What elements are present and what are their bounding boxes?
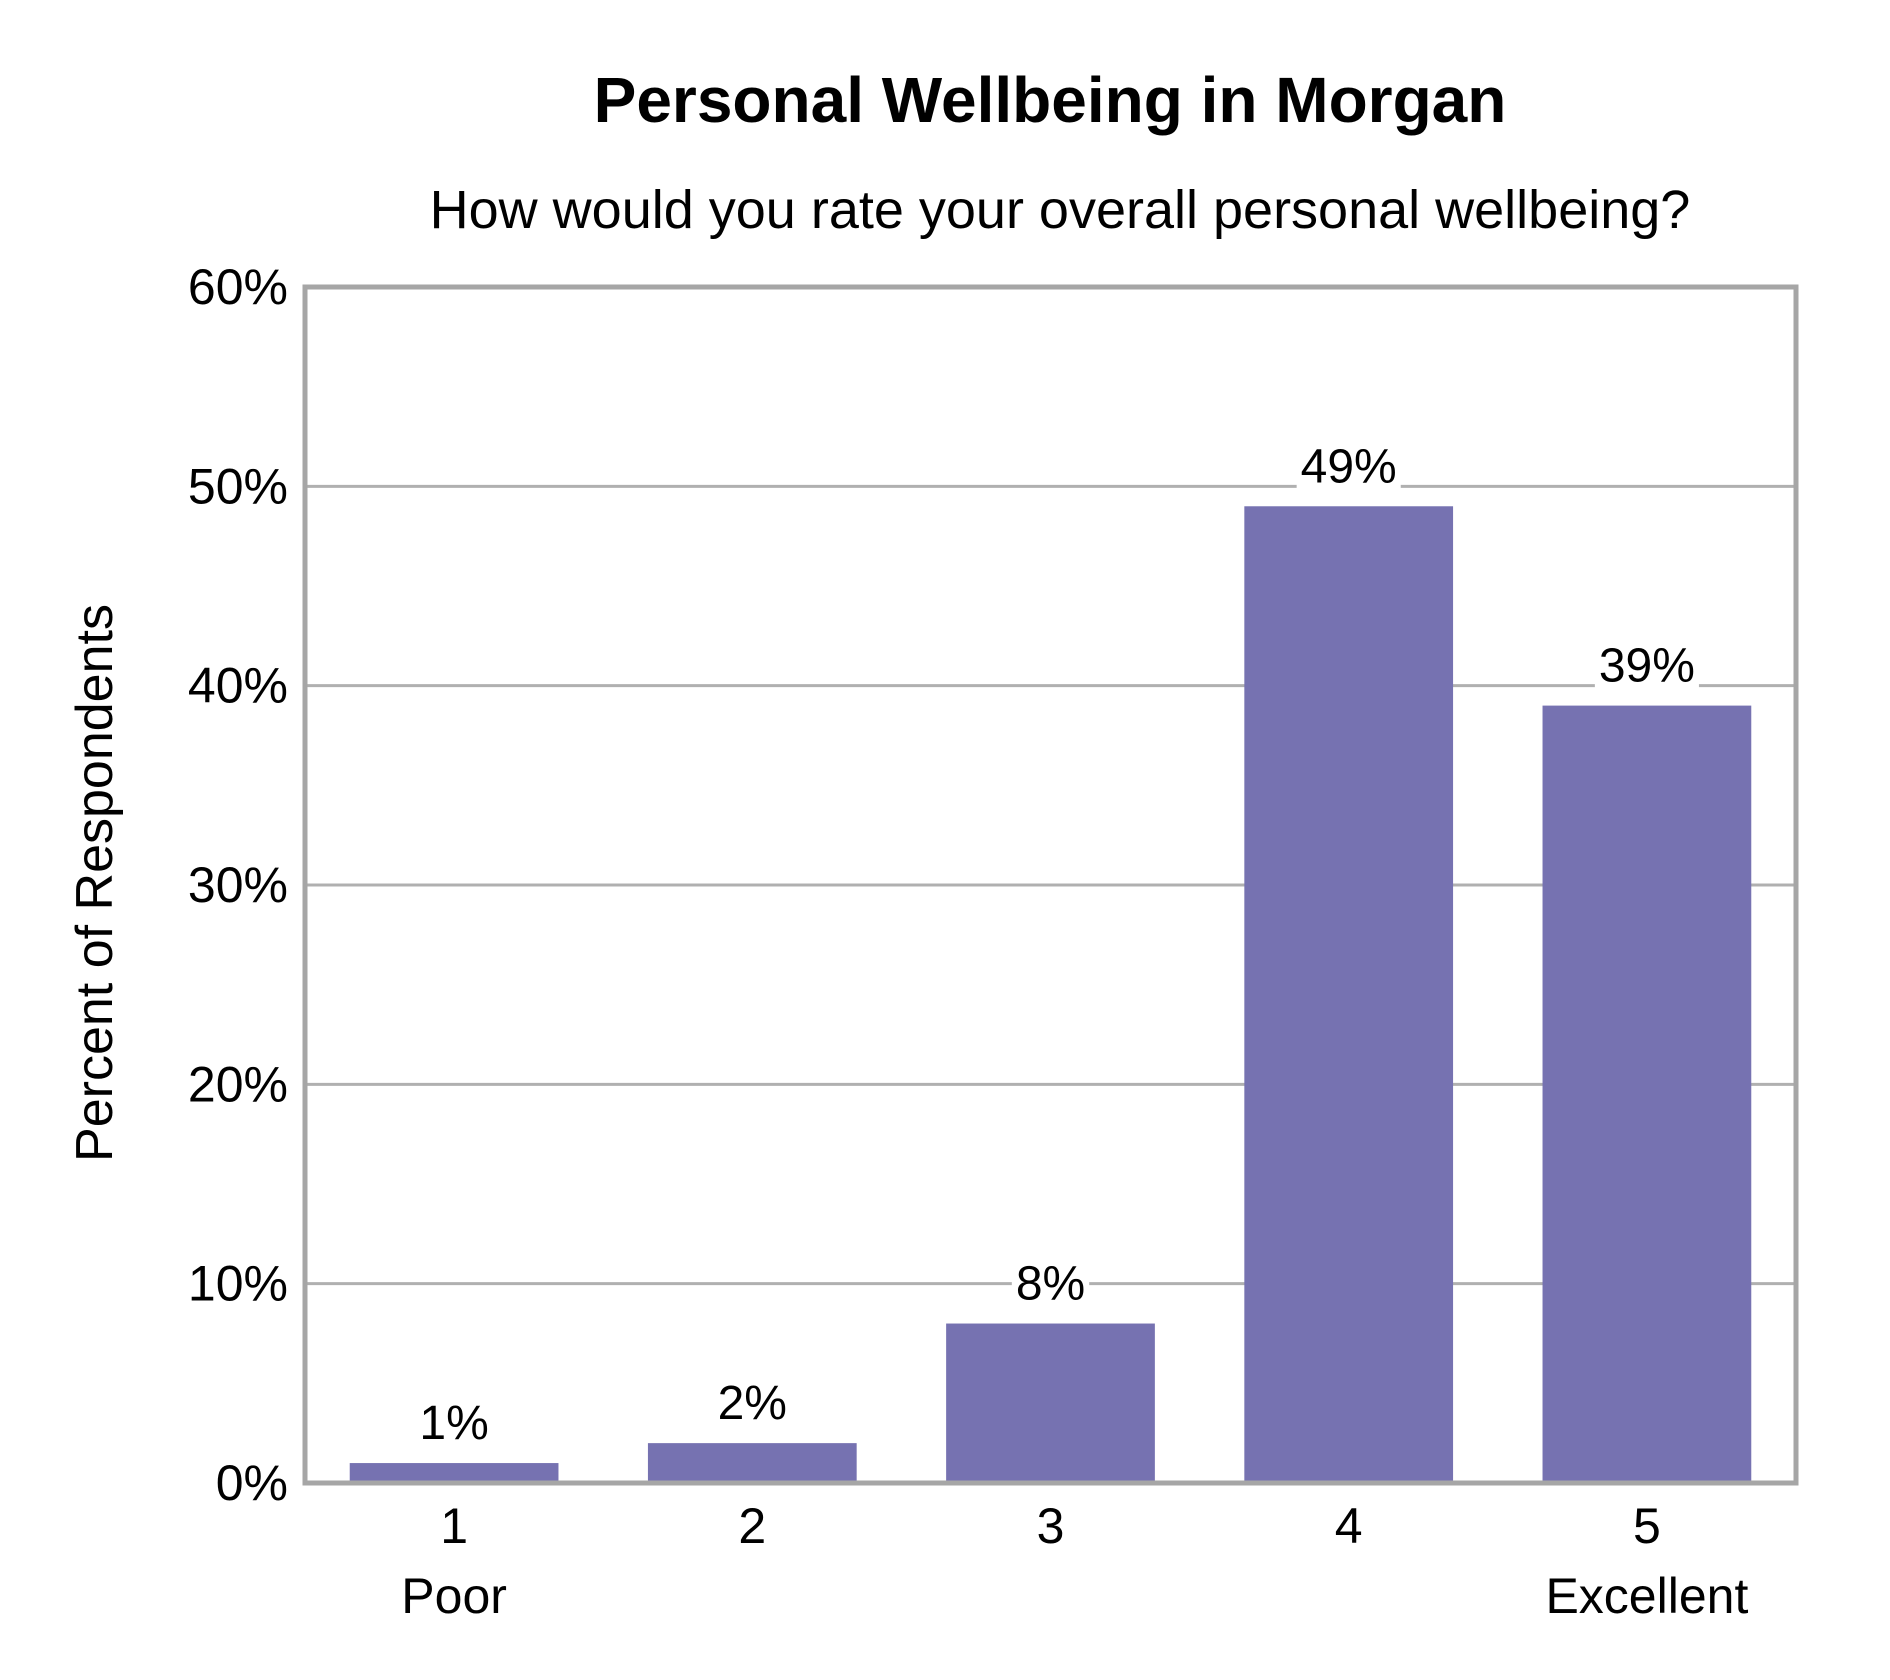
data-label-background <box>1011 1255 1090 1313</box>
y-tick-label: 20% <box>188 1056 288 1112</box>
x-axis-ticks: 1 Poor 2 3 4 5 Excellent <box>401 1498 1748 1624</box>
y-axis-label: Percent of Respondents <box>66 604 124 1162</box>
y-tick-label: 40% <box>188 658 288 714</box>
data-label: 2% <box>718 1377 787 1430</box>
data-label-background <box>1296 438 1401 496</box>
x-tick-label: 1 <box>440 1498 468 1554</box>
data-label: 8% <box>1016 1258 1085 1311</box>
bar <box>647 1443 857 1483</box>
chart-subtitle: How would you rate your overall personal… <box>430 180 1691 240</box>
x-tick-label: 5 <box>1633 1498 1661 1554</box>
bar <box>1542 705 1752 1483</box>
x-tick-label: 4 <box>1335 1498 1363 1554</box>
data-label: 1% <box>419 1397 488 1450</box>
y-tick-label: 10% <box>188 1256 288 1312</box>
y-tick-label: 0% <box>216 1455 288 1511</box>
x-tick-sublabel: Excellent <box>1545 1568 1748 1624</box>
plot-frame <box>302 284 1799 1486</box>
bars <box>349 506 1752 1483</box>
bar <box>946 1323 1155 1483</box>
x-tick-label: 2 <box>738 1498 766 1554</box>
data-label-background <box>713 1375 791 1433</box>
bar <box>349 1463 559 1483</box>
y-tick-label: 50% <box>188 458 288 514</box>
data-label-background <box>415 1395 493 1453</box>
x-tick-sublabel: Poor <box>401 1568 507 1624</box>
data-label-background <box>1594 637 1699 695</box>
x-tick-label: 3 <box>1037 1498 1065 1554</box>
y-tick-label: 60% <box>188 259 288 315</box>
chart-title: Personal Wellbeing in Morgan <box>594 64 1507 136</box>
bar <box>1244 506 1454 1483</box>
y-axis-ticks: 0% 10% 20% 30% 40% 50% 60% <box>188 259 288 1511</box>
y-tick-label: 30% <box>188 857 288 913</box>
data-labels: 1% 2% 8% 49% 39% <box>415 438 1699 1453</box>
data-label: 39% <box>1599 640 1695 693</box>
data-label: 49% <box>1301 440 1397 493</box>
